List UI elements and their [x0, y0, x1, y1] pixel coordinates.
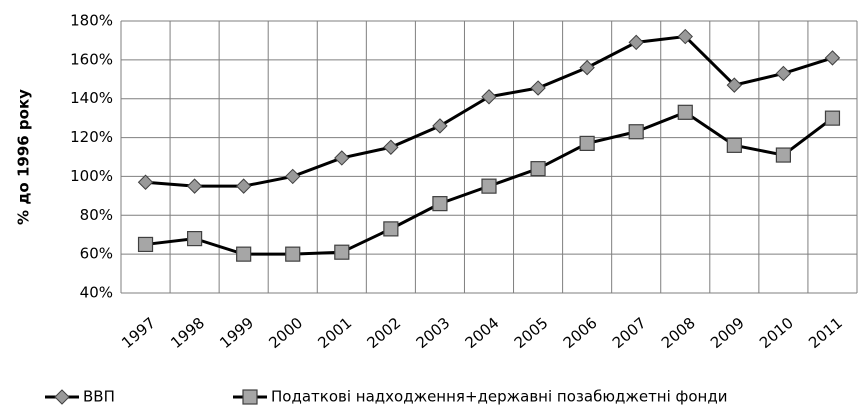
- x-tick-label: 2011: [805, 314, 846, 352]
- marker: [579, 59, 595, 76]
- marker: [677, 104, 693, 120]
- marker: [186, 178, 203, 194]
- x-tick-label: 1999: [216, 314, 257, 352]
- y-tick-label: 120%: [70, 128, 113, 146]
- legend-label: Податкові надходження+державні позабюдже…: [271, 388, 727, 406]
- marker: [628, 34, 644, 51]
- y-tick-label: 40%: [80, 284, 113, 302]
- y-tick-label: 80%: [80, 206, 113, 224]
- y-tick-label: 180%: [70, 12, 113, 30]
- y-tick-label: 140%: [70, 89, 113, 107]
- marker: [824, 50, 841, 66]
- x-tick-label: 2006: [560, 314, 601, 352]
- y-axis-label: % до 1996 року: [15, 89, 33, 225]
- marker: [285, 168, 301, 185]
- marker: [726, 137, 742, 153]
- y-tick-label: 100%: [70, 167, 113, 185]
- x-tick-label: 2000: [265, 314, 306, 352]
- marker: [481, 89, 497, 105]
- marker: [628, 124, 644, 140]
- x-tick-label: 2002: [364, 314, 405, 352]
- marker: [334, 244, 350, 260]
- marker: [530, 80, 546, 96]
- x-tick-label: 2004: [462, 314, 503, 352]
- marker: [285, 246, 301, 262]
- x-tick-label: 1997: [118, 314, 159, 352]
- marker: [235, 178, 252, 194]
- legend-marker: [242, 389, 258, 405]
- marker: [824, 110, 841, 126]
- marker: [677, 28, 693, 45]
- marker: [726, 77, 743, 93]
- marker: [775, 65, 792, 82]
- x-tick-label: 1998: [167, 314, 208, 352]
- marker: [432, 118, 448, 134]
- marker: [334, 150, 350, 166]
- marker: [383, 221, 399, 237]
- marker: [530, 161, 546, 177]
- marker: [481, 178, 497, 194]
- legend-label: ВВП: [83, 388, 115, 406]
- x-tick-label: 2009: [707, 314, 748, 352]
- marker: [775, 147, 792, 163]
- y-tick-label: 60%: [80, 245, 113, 263]
- x-tick-label: 2008: [658, 314, 699, 352]
- marker: [432, 196, 448, 212]
- x-tick-label: 2001: [314, 314, 355, 352]
- marker: [137, 236, 154, 253]
- marker: [137, 174, 154, 190]
- x-tick-label: 2003: [413, 314, 454, 352]
- marker: [579, 135, 595, 151]
- marker: [187, 231, 203, 247]
- legend-marker: [54, 389, 70, 405]
- x-tick-label: 2007: [609, 314, 650, 352]
- x-tick-label: 2010: [756, 314, 797, 352]
- x-tick-label: 2005: [511, 314, 552, 352]
- series-line: [145, 34, 833, 188]
- marker: [236, 246, 252, 262]
- y-tick-label: 160%: [70, 50, 113, 68]
- marker: [383, 139, 399, 155]
